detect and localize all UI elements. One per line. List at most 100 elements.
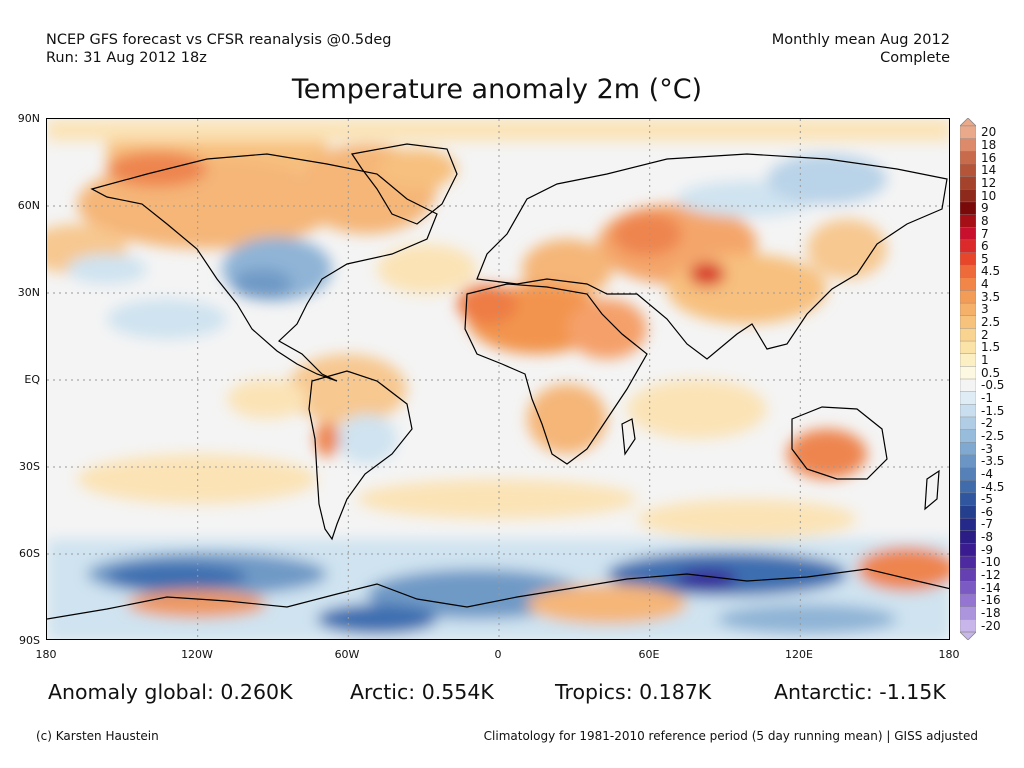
anomaly-field — [47, 119, 949, 639]
colorbar-swatch — [959, 328, 977, 342]
anomaly-map — [46, 118, 950, 640]
colorbar-swatch — [959, 201, 977, 216]
footer-note: Climatology for 1981-2010 reference peri… — [483, 729, 978, 743]
stat-global: Anomaly global: 0.260K — [48, 680, 293, 704]
colorbar-swatch — [959, 492, 977, 507]
colorbar-swatch — [959, 125, 977, 140]
colorbar-swatch — [959, 378, 977, 393]
colorbar-bottom-arrow — [959, 631, 977, 641]
colorbar-tick-label: -2.5 — [981, 428, 1005, 443]
colorbar-tick-label: 8 — [981, 213, 989, 228]
colorbar-swatch — [959, 252, 977, 266]
map-title: Temperature anomaly 2m (°C) — [291, 74, 703, 105]
colorbar-swatch — [959, 340, 977, 355]
colorbar-swatch — [959, 517, 977, 532]
colorbar-tick-label: -18 — [981, 606, 1001, 621]
lat-label-30s: 30S — [19, 460, 40, 473]
colorbar-swatch — [959, 277, 977, 292]
coastlines — [47, 143, 949, 620]
lon-label-60e: 60E — [638, 648, 660, 661]
colorbar-tick-label: -3.5 — [981, 454, 1005, 469]
lon-label-60w: 60W — [334, 648, 360, 661]
lon-label-180e: 180 — [938, 648, 960, 661]
colorbar-swatch — [959, 454, 977, 469]
colorbar-svg — [959, 117, 977, 641]
header-run: Run: 31 Aug 2012 18z — [46, 50, 207, 66]
lat-label-90n: 90N — [17, 112, 40, 125]
colorbar-tick-label: -0.5 — [981, 378, 1005, 393]
colorbar-tick-label: -6 — [981, 504, 993, 519]
header-source: NCEP GFS forecast vs CFSR reanalysis @0.… — [46, 32, 392, 48]
colorbar-swatch — [959, 226, 977, 241]
colorbar-tick-label: -3 — [981, 441, 993, 456]
colorbar-tick-label: 9 — [981, 201, 989, 216]
colorbar-tick-label: 16 — [981, 150, 997, 165]
colorbar-tick-label: 2.5 — [981, 315, 1001, 330]
colorbar-tick-label: -1 — [981, 390, 993, 405]
colorbar-tick-label: -16 — [981, 593, 1001, 608]
colorbar-tick-label: 3.5 — [981, 289, 1001, 304]
colorbar-tick-label: 3 — [981, 302, 989, 317]
colorbar-swatch — [959, 404, 977, 418]
colorbar-top-arrow — [959, 117, 977, 127]
colorbar-swatch — [959, 189, 977, 203]
footer-credit: (c) Karsten Haustein — [36, 729, 159, 743]
colorbar-swatch — [959, 543, 977, 557]
colorbar-tick-label: 20 — [981, 125, 997, 140]
colorbar-tick-label: 14 — [981, 163, 997, 178]
lon-label-180w: 180 — [35, 648, 57, 661]
header-period: Monthly mean Aug 2012 — [771, 32, 950, 48]
colorbar-swatch — [959, 138, 977, 152]
colorbar-swatch — [959, 480, 977, 494]
stat-arctic: Arctic: 0.554K — [350, 680, 494, 704]
colorbar-swatch — [959, 429, 977, 443]
lon-label-120e: 120E — [785, 648, 813, 661]
colorbar-tick-label: 6 — [981, 239, 989, 254]
colorbar-swatch — [959, 391, 977, 405]
colorbar-tick-label: -1.5 — [981, 403, 1005, 418]
colorbar-tick-label: -14 — [981, 580, 1001, 595]
colorbar-tick-label: 18 — [981, 137, 997, 152]
colorbar-tick-label: 12 — [981, 175, 997, 190]
lat-label-30n: 30N — [17, 286, 40, 299]
colorbar-swatch — [959, 264, 977, 279]
colorbar-swatch — [959, 366, 977, 380]
colorbar-swatch — [959, 163, 977, 178]
colorbar-tick-label: 5 — [981, 251, 989, 266]
colorbar-tick-label: -12 — [981, 568, 1001, 583]
colorbar-tick-label: -20 — [981, 618, 1001, 633]
colorbar-swatch — [959, 568, 977, 583]
colorbar-swatch — [959, 467, 977, 481]
colorbar-swatch — [959, 151, 977, 165]
colorbar-swatch — [959, 442, 977, 456]
header-status: Complete — [880, 50, 950, 66]
colorbar-tick-label: -9 — [981, 542, 993, 557]
colorbar-swatch — [959, 416, 977, 431]
colorbar-swatch — [959, 555, 977, 570]
colorbar-swatch — [959, 593, 977, 608]
colorbar-tick-label: -7 — [981, 517, 993, 532]
lat-label-60s: 60S — [19, 547, 40, 560]
colorbar-swatch — [959, 239, 977, 254]
stat-antarctic: Antarctic: -1.15K — [774, 680, 946, 704]
lat-label-eq: EQ — [24, 373, 40, 386]
stat-tropics: Tropics: 0.187K — [555, 680, 712, 704]
colorbar-tick-label: -4.5 — [981, 479, 1005, 494]
colorbar-tick-label: -5 — [981, 492, 993, 507]
colorbar-tick-label: -2 — [981, 416, 993, 431]
colorbar-tick-label: -4 — [981, 466, 993, 481]
colorbar-tick-label: 4.5 — [981, 264, 1001, 279]
colorbar-tick-label: 4 — [981, 277, 989, 292]
colorbar-swatch — [959, 176, 977, 190]
colorbar-swatch — [959, 302, 977, 317]
lat-label-90s: 90S — [19, 634, 40, 647]
colorbar-swatch — [959, 315, 977, 330]
lat-label-60n: 60N — [17, 199, 40, 212]
colorbar-swatch — [959, 619, 977, 633]
colorbar-swatch — [959, 606, 977, 620]
lon-label-120w: 120W — [181, 648, 213, 661]
colorbar-swatch — [959, 505, 977, 519]
colorbar — [959, 117, 977, 641]
colorbar-tick-label: 10 — [981, 188, 997, 203]
colorbar-swatch — [959, 530, 977, 545]
